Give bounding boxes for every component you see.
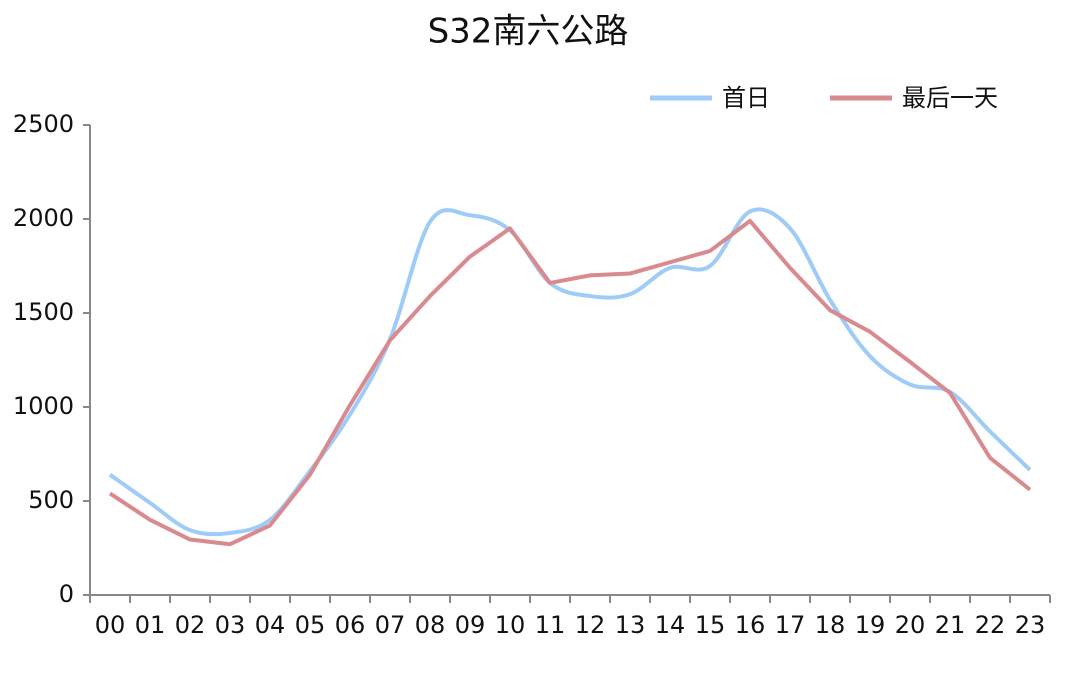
chart-title: S32南六公路: [428, 12, 629, 52]
x-tick-label: 14: [655, 611, 686, 639]
x-tick-label: 02: [175, 611, 206, 639]
x-tick-label: 13: [615, 611, 646, 639]
x-tick-label: 09: [455, 611, 486, 639]
x-tick-label: 05: [295, 611, 326, 639]
y-tick-label: 2000: [13, 204, 74, 232]
x-tick-label: 04: [255, 611, 286, 639]
x-tick-label: 12: [575, 611, 606, 639]
x-tick-label: 19: [855, 611, 886, 639]
x-tick-label: 23: [1015, 611, 1046, 639]
legend-label: 首日: [722, 84, 770, 112]
y-tick-label: 1000: [13, 392, 74, 420]
x-tick-label: 18: [815, 611, 846, 639]
y-tick-label: 1500: [13, 298, 74, 326]
x-tick-label: 15: [695, 611, 726, 639]
x-tick-label: 22: [975, 611, 1006, 639]
series-line: [108, 218, 1032, 547]
x-tick-label: 17: [775, 611, 806, 639]
x-tick-label: 01: [135, 611, 166, 639]
y-tick-label: 0: [59, 580, 74, 608]
x-tick-label: 10: [495, 611, 526, 639]
y-tick-label: 2500: [13, 110, 74, 138]
x-tick-label: 07: [375, 611, 406, 639]
legend-label: 最后一天: [902, 84, 998, 112]
y-tick-label: 500: [28, 486, 74, 514]
x-tick-label: 08: [415, 611, 446, 639]
x-tick-label: 06: [335, 611, 366, 639]
x-tick-label: 03: [215, 611, 246, 639]
x-tick-label: 00: [95, 611, 126, 639]
series-line: [108, 207, 1032, 537]
x-tick-label: 16: [735, 611, 766, 639]
x-tick-label: 21: [935, 611, 966, 639]
x-tick-label: 11: [535, 611, 566, 639]
x-tick-label: 20: [895, 611, 926, 639]
